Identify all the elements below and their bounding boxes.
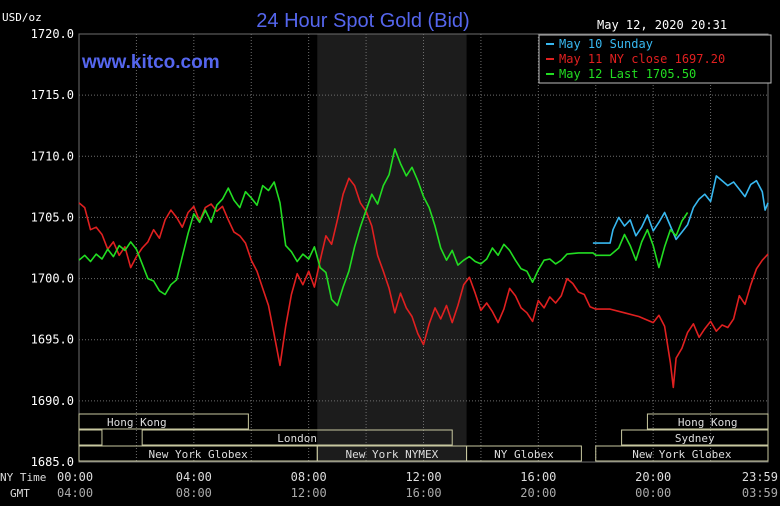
session-band-label: Hong Kong <box>678 416 738 429</box>
shaded-session-area <box>317 34 467 462</box>
y-tick-label: 1700.0 <box>31 272 74 286</box>
session-band-label: NY Globex <box>494 448 554 461</box>
y-tick-label: 1685.0 <box>31 455 74 469</box>
site-watermark: www.kitco.com <box>81 52 220 73</box>
legend-entry: May 10 Sunday <box>559 37 653 51</box>
chart-timestamp: May 12, 2020 20:31 <box>597 18 727 32</box>
legend-box <box>538 34 772 84</box>
gmt-row-label: GMT <box>10 487 30 500</box>
plot-frame <box>78 33 769 463</box>
y-tick-label: 1695.0 <box>31 333 74 347</box>
session-band-label: New York NYMEX <box>346 448 439 461</box>
session-band-label: New York Globex <box>148 448 248 461</box>
x-tick-label-gmt: 00:00 <box>635 486 671 500</box>
x-tick-label-gmt: 12:00 <box>291 486 327 500</box>
x-tick-label-gmt: 08:00 <box>176 486 212 500</box>
session-band-rect <box>595 445 769 462</box>
session-band-rect <box>141 429 453 446</box>
x-tick-label-ny: 04:00 <box>176 470 212 484</box>
session-band-rect <box>78 429 103 446</box>
price-series <box>78 148 769 389</box>
y-tick-label: 1720.0 <box>31 27 74 41</box>
session-band-rect <box>78 413 249 430</box>
x-tick-label-ny: 20:00 <box>635 470 671 484</box>
series-line-1 <box>78 177 769 389</box>
session-band-label: New York Globex <box>632 448 732 461</box>
x-tick-label-ny: 00:00 <box>57 470 93 484</box>
x-tick-label-ny: 08:00 <box>291 470 327 484</box>
x-tick-label-gmt: 04:00 <box>57 486 93 500</box>
x-tick-label-gmt: 16:00 <box>405 486 441 500</box>
x-tick-label-ny: 16:00 <box>520 470 556 484</box>
y-tick-label: 1715.0 <box>31 88 74 102</box>
legend-entry: May 12 Last 1705.50 <box>559 67 696 81</box>
chart-axes: 1720.0 1715.0 1710.0 1705.0 1700.0 1695.0 1690… <box>31 27 778 500</box>
series-line-2 <box>78 148 689 307</box>
session-band-label: London <box>277 432 317 445</box>
x-tick-label-gmt: 03:59 <box>742 486 778 500</box>
ny-time-row-label: NY Time <box>0 471 46 484</box>
series-line-0 <box>592 175 769 244</box>
y-tick-label: 1690.0 <box>31 394 74 408</box>
session-band-label: Hong Kong <box>107 416 167 429</box>
nymex-shade-rect <box>317 34 467 462</box>
chart-grid <box>78 33 769 463</box>
session-band-label: Sydney <box>675 432 715 445</box>
y-axis-unit-label: USD/oz <box>2 11 42 24</box>
session-band-rect <box>466 445 582 462</box>
session-band-rect <box>621 429 769 446</box>
session-bands: Hong Kong Hong Kong London Sydney New York G… <box>78 413 769 462</box>
y-tick-label: 1705.0 <box>31 210 74 224</box>
x-tick-label-gmt: 20:00 <box>520 486 556 500</box>
x-tick-label-ny: 12:00 <box>405 470 441 484</box>
y-tick-label: 1710.0 <box>31 149 74 163</box>
chart-title: 24 Hour Spot Gold (Bid) <box>256 10 469 32</box>
session-band-rect <box>646 413 769 430</box>
legend-entry: May 11 NY close 1697.20 <box>559 52 725 66</box>
x-tick-label-ny: 23:59 <box>742 470 778 484</box>
